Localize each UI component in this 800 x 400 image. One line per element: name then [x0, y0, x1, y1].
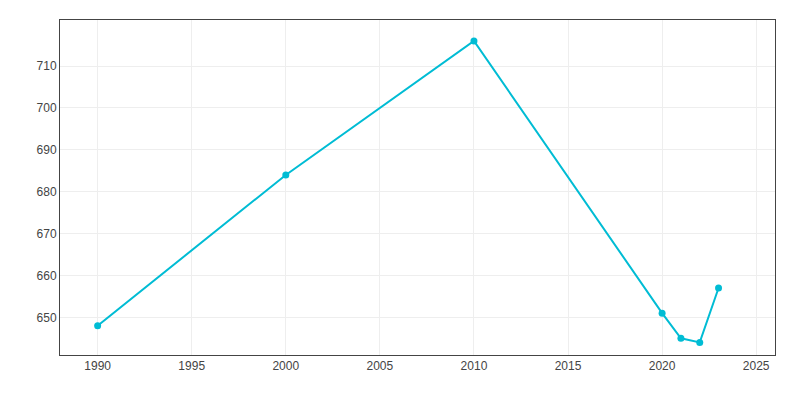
svg-text:2010: 2010 [461, 359, 488, 373]
svg-text:710: 710 [37, 59, 57, 73]
svg-text:2020: 2020 [649, 359, 676, 373]
svg-text:680: 680 [37, 185, 57, 199]
svg-text:1990: 1990 [84, 359, 111, 373]
svg-text:2025: 2025 [743, 359, 770, 373]
svg-text:1995: 1995 [178, 359, 205, 373]
svg-text:2005: 2005 [367, 359, 394, 373]
svg-text:670: 670 [37, 227, 57, 241]
svg-text:650: 650 [37, 311, 57, 325]
svg-text:690: 690 [37, 143, 57, 157]
svg-text:2015: 2015 [555, 359, 582, 373]
svg-text:700: 700 [37, 101, 57, 115]
svg-text:2000: 2000 [272, 359, 299, 373]
svg-text:660: 660 [37, 269, 57, 283]
